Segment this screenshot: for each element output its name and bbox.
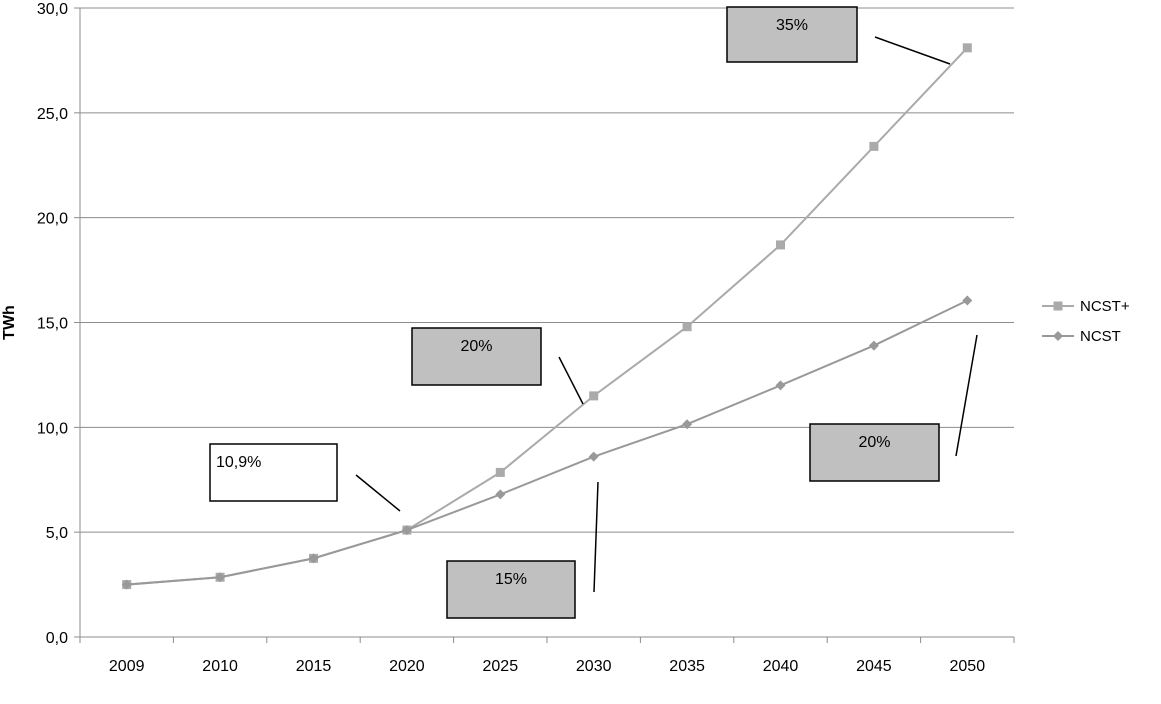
data-point [682,419,693,430]
x-tick-label: 2035 [669,658,705,675]
y-tick-label: 20,0 [37,211,68,228]
annotation-leader-line [558,356,584,405]
data-point [588,451,599,462]
y-tick-label: 15,0 [37,316,68,333]
axes [79,8,1015,643]
annotation-0: 35% [726,6,951,65]
annotation-leader-line [355,474,401,512]
data-point [776,240,785,250]
legend: NCST+ NCST [1042,298,1130,345]
y-tick-label: 30,0 [37,1,68,18]
annotation-label: 15% [495,571,527,588]
data-point [682,322,692,332]
annotations: 35% 20% 10,9% 15% 20% [209,6,978,619]
data-point [775,380,786,391]
annotation-box [446,560,576,619]
legend-label: NCST+ [1080,298,1130,315]
data-point [121,579,132,590]
data-point [589,391,599,401]
x-tick-label: 2009 [109,658,145,675]
annotation-3: 15% [446,481,599,619]
series-line [126,299,968,586]
series-group [121,43,973,590]
x-tick-label: 2045 [856,658,892,675]
annotation-box [411,327,542,386]
legend-item-ncst: NCST [1042,328,1121,345]
legend-marker [1053,301,1063,311]
legend-marker [1053,331,1063,341]
annotation-box [809,423,940,482]
legend-item-ncst-: NCST+ [1042,298,1130,315]
x-tick-label: 2010 [202,658,238,675]
y-axis-title: TWh [1,305,18,340]
annotation-4: 20% [809,334,978,482]
annotation-label: 20% [858,434,890,451]
x-tick-label: 2015 [296,658,332,675]
data-point [495,489,506,500]
annotation-box [726,6,858,63]
data-point [962,43,972,53]
x-tick-label: 2020 [389,658,425,675]
data-point [868,340,879,351]
annotation-2: 10,9% [209,443,401,512]
annotation-box [209,443,338,502]
y-tick-label: 10,0 [37,420,68,437]
annotation-leader-line [955,334,978,457]
data-point [401,525,412,536]
annotation-label: 35% [776,17,808,34]
annotation-leader-line [874,36,951,65]
annotation-leader-line [593,481,599,593]
y-tick-labels: 0,0 5,0 10,0 15,0 20,0 25,0 30,0 [37,1,68,647]
x-tick-label: 2030 [576,658,612,675]
annotation-label: 10,9% [216,454,261,471]
data-point [308,553,319,564]
x-tick-label: 2040 [763,658,799,675]
annotation-label: 20% [460,338,492,355]
x-tick-label: 2050 [950,658,986,675]
x-tick-label: 2025 [483,658,519,675]
data-point [495,467,505,477]
series-ncst [121,295,973,590]
x-tick-labels: 2009 2010 2015 2020 2025 2030 2035 2040 2045 2050 [109,658,985,675]
data-point [215,572,226,583]
y-tick-label: 5,0 [46,525,68,542]
y-tick-label: 0,0 [46,630,68,647]
data-point [869,141,879,151]
legend-label: NCST [1080,328,1121,345]
y-tick-label: 25,0 [37,106,68,123]
data-point [962,295,973,306]
annotation-1: 20% [411,327,584,405]
